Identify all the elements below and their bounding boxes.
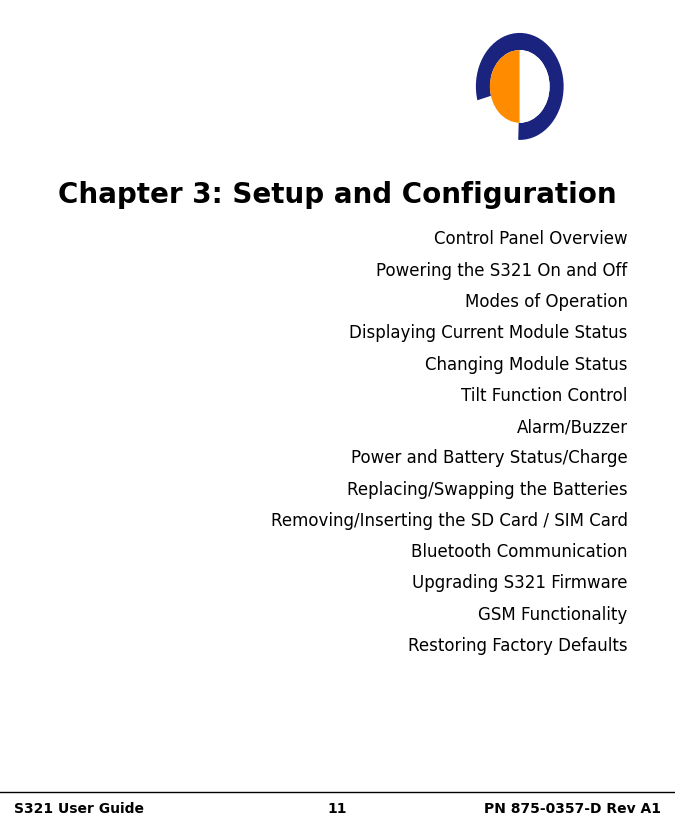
- Text: Power and Battery Status/Charge: Power and Battery Status/Charge: [351, 449, 628, 467]
- Wedge shape: [474, 86, 520, 144]
- Wedge shape: [476, 33, 564, 140]
- Text: 11: 11: [328, 802, 347, 816]
- Text: Bluetooth Communication: Bluetooth Communication: [411, 543, 628, 561]
- Text: Replacing/Swapping the Batteries: Replacing/Swapping the Batteries: [347, 481, 628, 499]
- Text: S321 User Guide: S321 User Guide: [14, 802, 144, 816]
- Text: Removing/Inserting the SD Card / SIM Card: Removing/Inserting the SD Card / SIM Car…: [271, 512, 628, 530]
- Wedge shape: [520, 50, 549, 123]
- Text: Restoring Factory Defaults: Restoring Factory Defaults: [408, 637, 628, 655]
- Text: Displaying Current Module Status: Displaying Current Module Status: [350, 324, 628, 342]
- Text: Upgrading S321 Firmware: Upgrading S321 Firmware: [412, 574, 628, 593]
- Text: GSM Functionality: GSM Functionality: [479, 606, 628, 624]
- Text: Powering the S321 On and Off: Powering the S321 On and Off: [377, 262, 628, 280]
- Text: PN 875-0357-D Rev A1: PN 875-0357-D Rev A1: [485, 802, 662, 816]
- Text: Chapter 3: Setup and Configuration: Chapter 3: Setup and Configuration: [58, 181, 617, 209]
- Text: Control Panel Overview: Control Panel Overview: [434, 230, 628, 249]
- Text: Alarm/Buzzer: Alarm/Buzzer: [516, 418, 628, 436]
- Text: Changing Module Status: Changing Module Status: [425, 356, 628, 374]
- Text: Tilt Function Control: Tilt Function Control: [462, 387, 628, 405]
- Wedge shape: [490, 50, 520, 123]
- Text: Modes of Operation: Modes of Operation: [465, 293, 628, 311]
